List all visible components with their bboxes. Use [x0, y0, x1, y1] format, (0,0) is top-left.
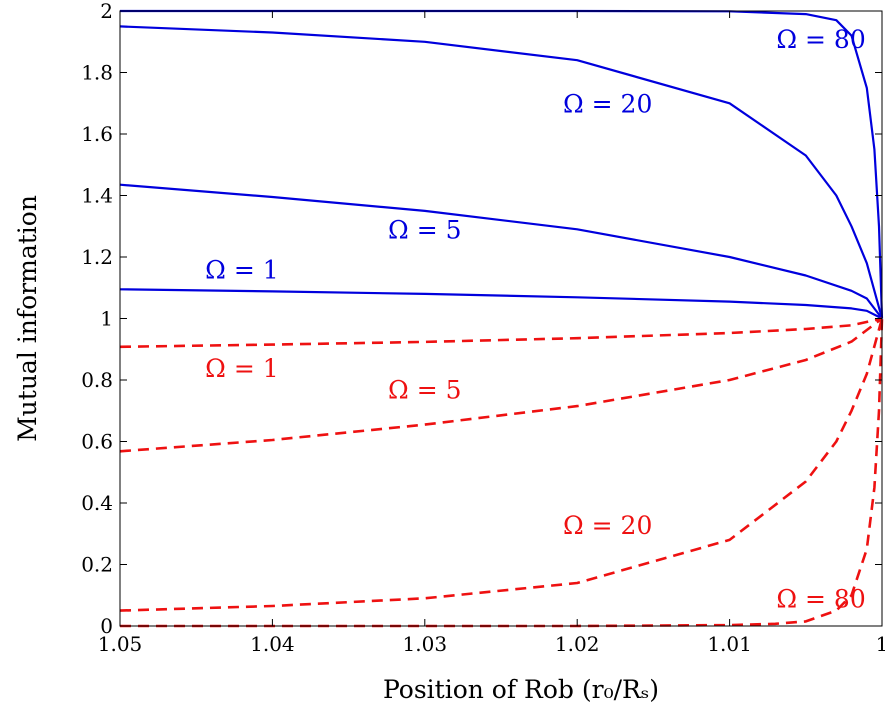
plot-frame: [119, 10, 883, 627]
series-line-red-1: [119, 317, 883, 349]
series-line-blue-1: [119, 288, 883, 320]
y-tick-label: 0.2: [81, 553, 113, 577]
x-tick-label: 1.01: [707, 632, 752, 656]
y-tick-label: 1.2: [81, 245, 113, 269]
y-tick-label: 1.4: [81, 184, 113, 208]
x-tick-label: 1.03: [403, 632, 448, 656]
annotation-omega-red: Ω = 1: [205, 354, 278, 383]
annotation-omega-blue: Ω = 1: [205, 256, 278, 285]
x-axis-label: Position of Rob (r₀/Rₛ): [383, 675, 659, 704]
x-tick-label: 1.05: [98, 632, 143, 656]
y-tick-label: 0.6: [81, 430, 113, 454]
series-line-red-2: [119, 317, 883, 453]
y-tick-label: 2: [100, 0, 113, 23]
x-tick-label: 1.04: [250, 632, 295, 656]
annotation-omega-red: Ω = 80: [776, 585, 865, 614]
series-layer: [119, 9, 884, 628]
annotation-omega-red: Ω = 20: [563, 511, 652, 540]
annotation-omega-blue: Ω = 80: [776, 25, 865, 54]
tick-layer: 1.05 1.04 1.03 1.02 1.01 1 0 0.2 0.4 0.6 0.8 1 1.2 1.…: [81, 0, 885, 656]
annotation-omega-blue: Ω = 5: [388, 216, 461, 245]
series-line-red-4: [120, 318, 884, 628]
y-tick-label: 0.8: [81, 368, 113, 392]
series-line-blue-2: [119, 183, 883, 320]
annotation-omega-red: Ω = 5: [388, 375, 461, 404]
x-tick-label: 1: [876, 632, 885, 656]
x-tick-label: 1.02: [555, 632, 600, 656]
y-tick-label: 1: [100, 307, 113, 331]
series-line-blue-3: [119, 25, 884, 319]
annotation-omega-blue: Ω = 20: [563, 89, 652, 118]
series-line-red-3: [119, 318, 884, 612]
y-tick-label: 0: [100, 614, 113, 638]
y-tick-label: 1.8: [81, 61, 113, 85]
y-axis-label: Mutual information: [13, 195, 42, 442]
annotation-layer: Ω = 80 Ω = 20 Ω = 5 Ω = 1 Ω = 1 Ω = 5 Ω = 20 Ω …: [205, 25, 866, 614]
y-tick-label: 1.6: [81, 122, 113, 146]
y-tick-label: 0.4: [81, 491, 113, 515]
